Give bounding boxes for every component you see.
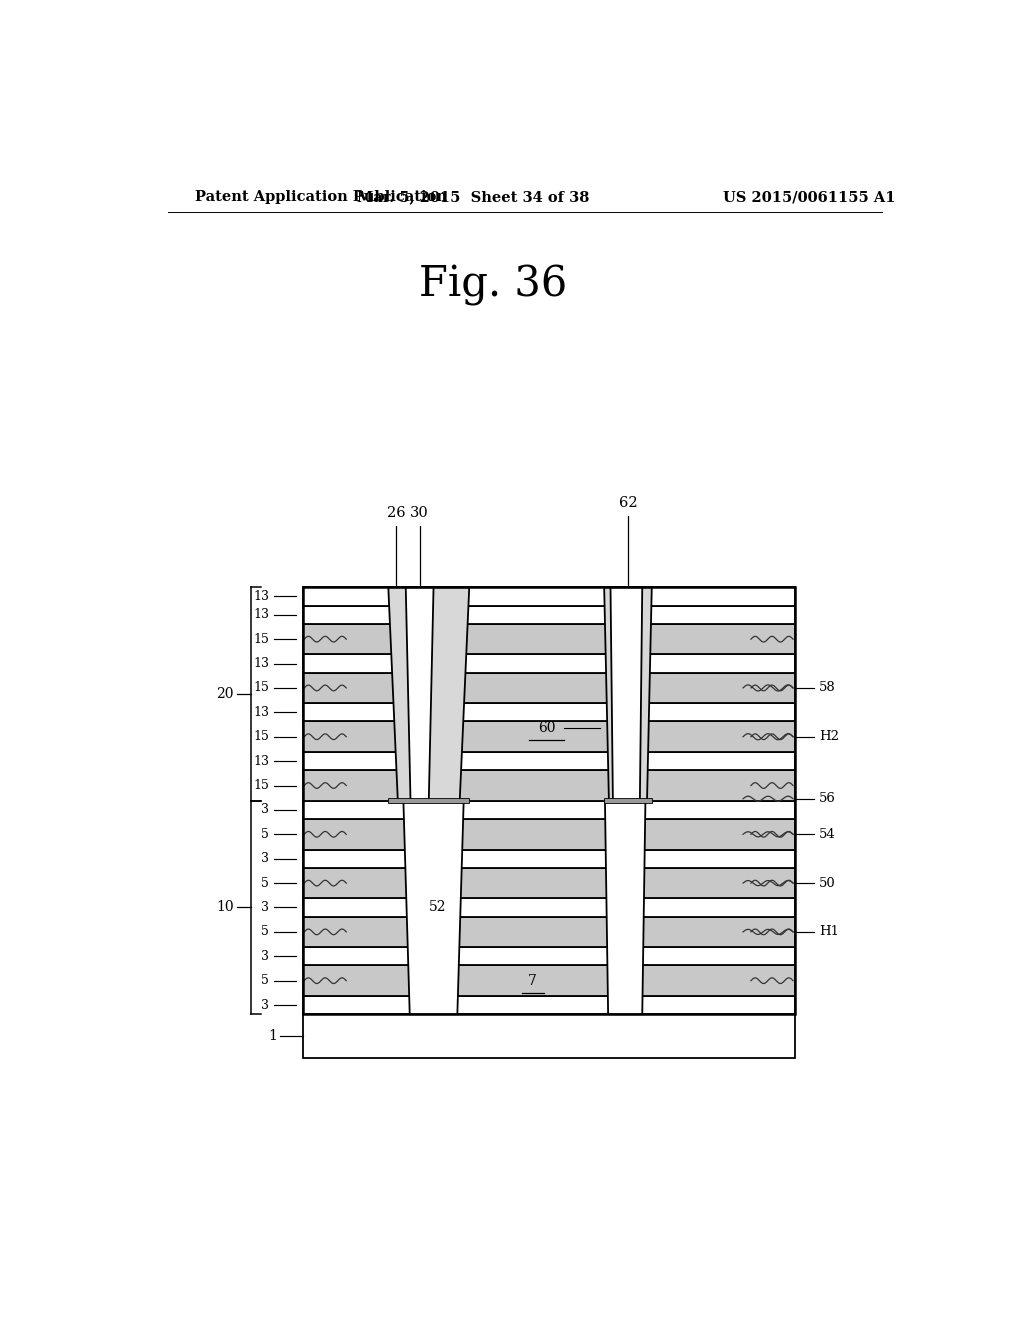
Text: H2: H2 xyxy=(819,730,840,743)
Text: 13: 13 xyxy=(253,706,269,719)
Bar xyxy=(303,587,795,1014)
Text: 3: 3 xyxy=(261,998,269,1011)
Text: 20: 20 xyxy=(216,686,233,701)
Bar xyxy=(303,965,795,995)
Bar xyxy=(303,771,795,801)
Text: 10: 10 xyxy=(216,900,233,915)
Bar xyxy=(303,624,795,655)
Text: 3: 3 xyxy=(261,853,269,865)
Text: 13: 13 xyxy=(253,657,269,671)
Bar xyxy=(303,587,795,606)
Polygon shape xyxy=(605,801,645,1014)
Polygon shape xyxy=(403,801,464,1014)
Text: 58: 58 xyxy=(819,681,836,694)
Text: 13: 13 xyxy=(253,755,269,768)
Bar xyxy=(303,704,795,722)
Text: US 2015/0061155 A1: US 2015/0061155 A1 xyxy=(723,190,896,205)
Text: 5: 5 xyxy=(261,876,269,890)
Text: 60: 60 xyxy=(538,721,555,735)
Text: 26: 26 xyxy=(387,507,406,520)
Bar xyxy=(303,1014,795,1057)
Text: 56: 56 xyxy=(819,792,837,805)
Polygon shape xyxy=(610,587,642,801)
Text: 7: 7 xyxy=(528,974,538,987)
Bar xyxy=(303,606,795,624)
Bar xyxy=(303,752,795,771)
Text: 5: 5 xyxy=(261,974,269,987)
Text: 62: 62 xyxy=(618,496,637,510)
Text: Fig. 36: Fig. 36 xyxy=(419,264,567,306)
Text: 15: 15 xyxy=(253,632,269,645)
Polygon shape xyxy=(406,587,433,801)
Text: 5: 5 xyxy=(261,828,269,841)
Text: 13: 13 xyxy=(253,609,269,622)
Bar xyxy=(303,722,795,752)
Bar xyxy=(303,916,795,948)
Text: 52: 52 xyxy=(429,900,446,915)
Bar xyxy=(303,867,795,899)
Text: 30: 30 xyxy=(411,507,429,520)
Polygon shape xyxy=(604,587,652,801)
Text: 50: 50 xyxy=(819,876,836,890)
Text: 54: 54 xyxy=(819,828,836,841)
Text: 15: 15 xyxy=(253,779,269,792)
Text: 3: 3 xyxy=(261,804,269,816)
Bar xyxy=(303,673,795,704)
Bar xyxy=(303,899,795,916)
Bar xyxy=(303,995,795,1014)
Bar xyxy=(303,850,795,867)
Bar xyxy=(303,801,795,818)
Bar xyxy=(303,948,795,965)
Text: 15: 15 xyxy=(253,730,269,743)
Text: 13: 13 xyxy=(253,590,269,603)
Text: 3: 3 xyxy=(261,950,269,962)
Text: 5: 5 xyxy=(261,925,269,939)
Text: 1: 1 xyxy=(268,1030,278,1043)
Bar xyxy=(604,799,652,804)
Bar xyxy=(303,655,795,673)
Text: Mar. 5, 2015  Sheet 34 of 38: Mar. 5, 2015 Sheet 34 of 38 xyxy=(357,190,590,205)
Text: 15: 15 xyxy=(253,681,269,694)
Text: H1: H1 xyxy=(819,925,840,939)
Polygon shape xyxy=(388,587,469,801)
Bar xyxy=(303,818,795,850)
Bar xyxy=(388,799,469,804)
Text: 3: 3 xyxy=(261,902,269,913)
Text: Patent Application Publication: Patent Application Publication xyxy=(196,190,447,205)
